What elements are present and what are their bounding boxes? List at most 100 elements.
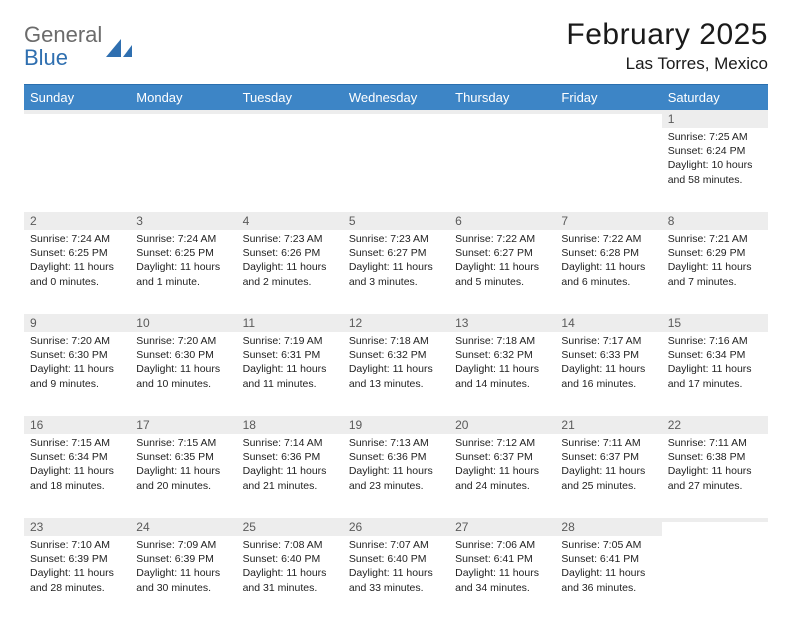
day-content xyxy=(343,128,449,138)
day-content: Sunrise: 7:20 AMSunset: 6:30 PMDaylight:… xyxy=(24,332,130,399)
day-cell: Sunrise: 7:18 AMSunset: 6:32 PMDaylight:… xyxy=(449,332,555,416)
sunrise-line: Sunrise: 7:13 AM xyxy=(349,436,443,450)
sunrise-line: Sunrise: 7:20 AM xyxy=(30,334,124,348)
day-number: 22 xyxy=(662,416,768,434)
daylight-line: Daylight: 11 hours and 21 minutes. xyxy=(243,464,337,492)
day-header: Monday xyxy=(130,85,236,110)
sunrise-line: Sunrise: 7:15 AM xyxy=(30,436,124,450)
calendar-page: General Blue February 2025 Las Torres, M… xyxy=(0,0,792,620)
daynum-row: 16171819202122 xyxy=(24,416,768,434)
daynum-cell: 11 xyxy=(237,314,343,332)
daynum-cell: 25 xyxy=(237,518,343,536)
day-number: 18 xyxy=(237,416,343,434)
day-cell: Sunrise: 7:18 AMSunset: 6:32 PMDaylight:… xyxy=(343,332,449,416)
daynum-cell: 21 xyxy=(555,416,661,434)
daylight-line: Daylight: 11 hours and 28 minutes. xyxy=(30,566,124,594)
day-cell: Sunrise: 7:11 AMSunset: 6:38 PMDaylight:… xyxy=(662,434,768,518)
sunrise-line: Sunrise: 7:09 AM xyxy=(136,538,230,552)
sunrise-line: Sunrise: 7:07 AM xyxy=(349,538,443,552)
day-cell: Sunrise: 7:12 AMSunset: 6:37 PMDaylight:… xyxy=(449,434,555,518)
daynum-cell: 5 xyxy=(343,212,449,230)
day-cell: Sunrise: 7:25 AMSunset: 6:24 PMDaylight:… xyxy=(662,128,768,212)
daynum-cell: 23 xyxy=(24,518,130,536)
daylight-line: Daylight: 11 hours and 16 minutes. xyxy=(561,362,655,390)
day-number: 12 xyxy=(343,314,449,332)
sunrise-line: Sunrise: 7:11 AM xyxy=(668,436,762,450)
daynum-cell: 18 xyxy=(237,416,343,434)
daynum-cell xyxy=(662,518,768,536)
sunset-line: Sunset: 6:32 PM xyxy=(455,348,549,362)
day-content: Sunrise: 7:22 AMSunset: 6:27 PMDaylight:… xyxy=(449,230,555,297)
day-content: Sunrise: 7:08 AMSunset: 6:40 PMDaylight:… xyxy=(237,536,343,603)
day-content xyxy=(662,536,768,546)
day-header: Thursday xyxy=(449,85,555,110)
daynum-row: 9101112131415 xyxy=(24,314,768,332)
day-cell: Sunrise: 7:09 AMSunset: 6:39 PMDaylight:… xyxy=(130,536,236,620)
sunset-line: Sunset: 6:30 PM xyxy=(136,348,230,362)
sunset-line: Sunset: 6:39 PM xyxy=(30,552,124,566)
daynum-row: 2345678 xyxy=(24,212,768,230)
day-number: 2 xyxy=(24,212,130,230)
day-cell: Sunrise: 7:20 AMSunset: 6:30 PMDaylight:… xyxy=(130,332,236,416)
sunrise-line: Sunrise: 7:22 AM xyxy=(455,232,549,246)
sunrise-line: Sunrise: 7:18 AM xyxy=(455,334,549,348)
day-header: Tuesday xyxy=(237,85,343,110)
day-cell: Sunrise: 7:24 AMSunset: 6:25 PMDaylight:… xyxy=(130,230,236,314)
day-cell: Sunrise: 7:07 AMSunset: 6:40 PMDaylight:… xyxy=(343,536,449,620)
day-number xyxy=(449,110,555,114)
sunrise-line: Sunrise: 7:12 AM xyxy=(455,436,549,450)
day-number: 28 xyxy=(555,518,661,536)
day-cell: Sunrise: 7:19 AMSunset: 6:31 PMDaylight:… xyxy=(237,332,343,416)
day-content: Sunrise: 7:12 AMSunset: 6:37 PMDaylight:… xyxy=(449,434,555,501)
day-content: Sunrise: 7:13 AMSunset: 6:36 PMDaylight:… xyxy=(343,434,449,501)
daynum-cell: 7 xyxy=(555,212,661,230)
daynum-cell: 27 xyxy=(449,518,555,536)
daylight-line: Daylight: 11 hours and 6 minutes. xyxy=(561,260,655,288)
day-content: Sunrise: 7:10 AMSunset: 6:39 PMDaylight:… xyxy=(24,536,130,603)
daynum-cell: 2 xyxy=(24,212,130,230)
page-header: General Blue February 2025 Las Torres, M… xyxy=(24,18,768,74)
sunrise-line: Sunrise: 7:24 AM xyxy=(136,232,230,246)
daynum-cell: 9 xyxy=(24,314,130,332)
day-content xyxy=(555,128,661,138)
calendar-table: Sunday Monday Tuesday Wednesday Thursday… xyxy=(24,85,768,620)
day-cell: Sunrise: 7:11 AMSunset: 6:37 PMDaylight:… xyxy=(555,434,661,518)
sunset-line: Sunset: 6:24 PM xyxy=(668,144,762,158)
brand-text: General Blue xyxy=(24,24,102,70)
content-row: Sunrise: 7:10 AMSunset: 6:39 PMDaylight:… xyxy=(24,536,768,620)
sunset-line: Sunset: 6:34 PM xyxy=(668,348,762,362)
day-number: 14 xyxy=(555,314,661,332)
day-content: Sunrise: 7:09 AMSunset: 6:39 PMDaylight:… xyxy=(130,536,236,603)
sunset-line: Sunset: 6:39 PM xyxy=(136,552,230,566)
sunset-line: Sunset: 6:28 PM xyxy=(561,246,655,260)
day-content: Sunrise: 7:18 AMSunset: 6:32 PMDaylight:… xyxy=(449,332,555,399)
daynum-cell: 14 xyxy=(555,314,661,332)
day-content: Sunrise: 7:19 AMSunset: 6:31 PMDaylight:… xyxy=(237,332,343,399)
daylight-line: Daylight: 11 hours and 13 minutes. xyxy=(349,362,443,390)
day-content: Sunrise: 7:16 AMSunset: 6:34 PMDaylight:… xyxy=(662,332,768,399)
sunrise-line: Sunrise: 7:22 AM xyxy=(561,232,655,246)
day-number: 13 xyxy=(449,314,555,332)
sunrise-line: Sunrise: 7:14 AM xyxy=(243,436,337,450)
sunrise-line: Sunrise: 7:16 AM xyxy=(668,334,762,348)
day-number xyxy=(662,518,768,522)
sunrise-line: Sunrise: 7:05 AM xyxy=(561,538,655,552)
daylight-line: Daylight: 11 hours and 3 minutes. xyxy=(349,260,443,288)
day-content: Sunrise: 7:25 AMSunset: 6:24 PMDaylight:… xyxy=(662,128,768,195)
daynum-cell: 26 xyxy=(343,518,449,536)
sunset-line: Sunset: 6:27 PM xyxy=(349,246,443,260)
day-number: 9 xyxy=(24,314,130,332)
day-number: 19 xyxy=(343,416,449,434)
day-cell xyxy=(237,128,343,212)
day-number: 15 xyxy=(662,314,768,332)
sunset-line: Sunset: 6:32 PM xyxy=(349,348,443,362)
day-content xyxy=(449,128,555,138)
sunrise-line: Sunrise: 7:11 AM xyxy=(561,436,655,450)
sunrise-line: Sunrise: 7:10 AM xyxy=(30,538,124,552)
daylight-line: Daylight: 11 hours and 33 minutes. xyxy=(349,566,443,594)
daynum-cell: 24 xyxy=(130,518,236,536)
day-cell xyxy=(555,128,661,212)
sunset-line: Sunset: 6:33 PM xyxy=(561,348,655,362)
daylight-line: Daylight: 11 hours and 23 minutes. xyxy=(349,464,443,492)
daynum-cell: 10 xyxy=(130,314,236,332)
